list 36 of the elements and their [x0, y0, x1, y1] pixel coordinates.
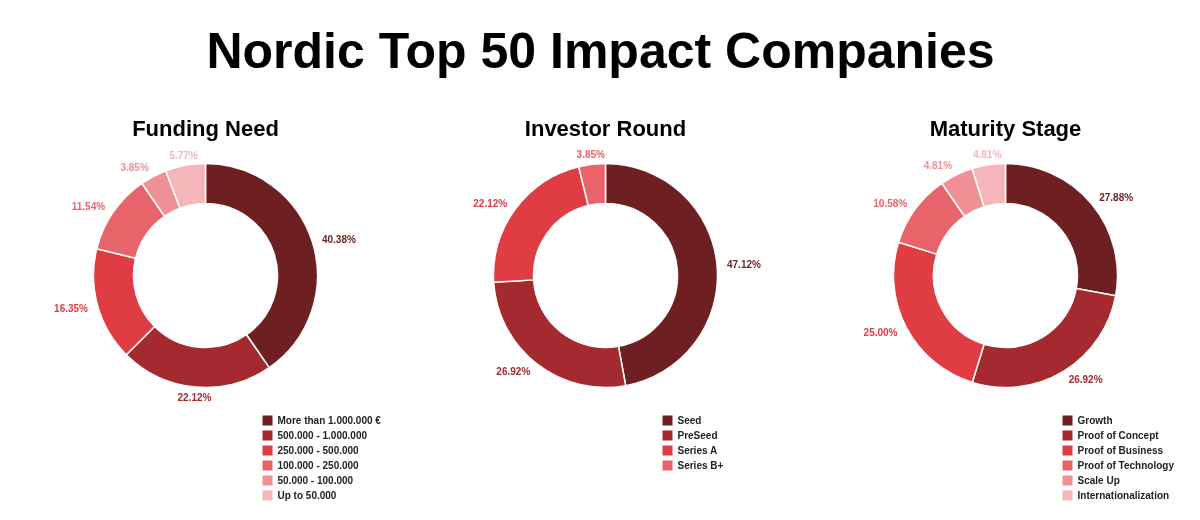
data-label: 22.12%	[473, 197, 508, 209]
data-label: 11.54%	[71, 200, 106, 212]
data-label: 3.85%	[120, 161, 149, 173]
data-label: 4.81%	[923, 160, 953, 172]
legend-label: 50.000 - 100.000	[277, 475, 354, 486]
legend-label: Internationalization	[1077, 490, 1170, 501]
legend-label: Proof of Business	[1077, 445, 1164, 456]
data-label: 47.12%	[727, 258, 762, 270]
data-label: 40.38%	[321, 233, 356, 245]
data-label: 26.92%	[496, 366, 531, 378]
legend-label: Series B+	[677, 460, 724, 471]
data-label: 16.35%	[54, 302, 89, 314]
legend-label: Series A	[677, 445, 718, 456]
data-label: 5.77%	[169, 150, 198, 161]
data-label: 26.92%	[1068, 374, 1103, 386]
legend-label: Scale Up	[1077, 475, 1120, 486]
data-label: 4.81%	[972, 149, 1002, 161]
chart-title: Investor Round	[524, 116, 687, 141]
data-label: 27.88%	[1099, 191, 1134, 203]
legend-label: Growth	[1077, 415, 1113, 426]
data-label: 25.00%	[863, 326, 898, 338]
legend-label: Seed	[677, 415, 702, 426]
legend-label: More than 1.000.000 €	[277, 415, 382, 426]
legend-label: Proof of Technology	[1077, 460, 1175, 471]
legend-label: 250.000 - 500.000	[277, 445, 360, 456]
legend-label: PreSeed	[677, 430, 718, 441]
legend-label: Proof of Concept	[1077, 430, 1160, 441]
legend-label: 100.000 - 250.000	[277, 460, 360, 471]
legend-label: Up to 50.000	[277, 490, 337, 501]
data-label: 10.58%	[873, 197, 908, 209]
chart-title: Funding Need	[132, 116, 279, 141]
chart-title: Maturity Stage	[929, 116, 1082, 141]
text: Nordic Top 50 Impact Companies	[206, 22, 995, 79]
data-label: 22.12%	[177, 391, 212, 403]
data-label: 3.85%	[576, 148, 606, 160]
legend-label: 500.000 - 1.000.000	[277, 430, 368, 441]
